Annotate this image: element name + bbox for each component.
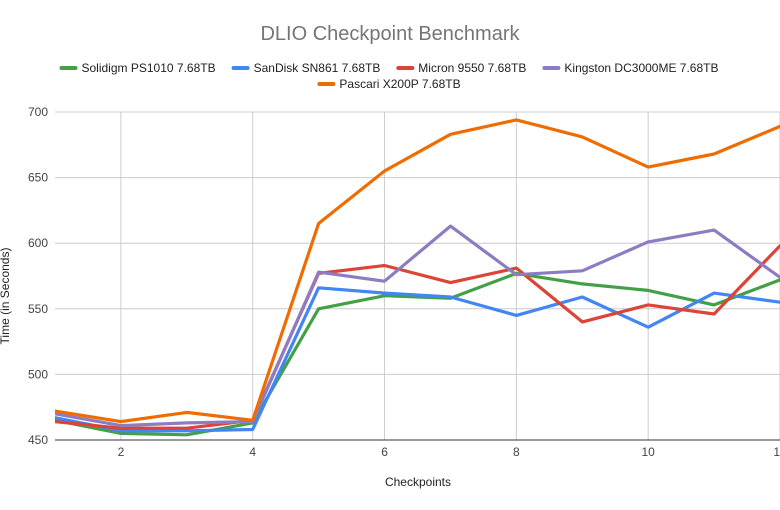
legend-item: Micron 9550 7.68TB	[396, 61, 526, 75]
y-tick-label: 500	[28, 367, 48, 381]
y-tick-label: 650	[28, 171, 48, 185]
y-tick-label: 600	[28, 236, 48, 250]
x-tick-label: 4	[249, 445, 256, 459]
x-tick-label: 12	[773, 445, 780, 459]
series-line-4	[55, 224, 780, 428]
series-lines	[55, 118, 780, 437]
x-axis-label: Checkpoints	[385, 475, 451, 489]
x-tick-label: 6	[381, 445, 388, 459]
y-tick-label: 550	[28, 302, 48, 316]
y-tick-label: 700	[28, 105, 48, 119]
series-line-1	[55, 271, 780, 437]
legend-label: Pascari X200P 7.68TB	[339, 77, 460, 91]
legend: Solidigm PS1010 7.68TB SanDisk SN861 7.68…	[59, 61, 718, 91]
x-tick-label: 8	[513, 445, 520, 459]
series-line-5	[55, 118, 780, 424]
legend-label: Kingston DC3000ME 7.68TB	[564, 61, 718, 75]
legend-item: Kingston DC3000ME 7.68TB	[542, 61, 718, 75]
x-tick-label: 2	[118, 445, 125, 459]
legend-item: SanDisk SN861 7.68TB	[231, 61, 381, 75]
chart-title: DLIO Checkpoint Benchmark	[260, 23, 520, 45]
y-axis-label: Time (in Seconds)	[0, 248, 12, 345]
series-line-2	[55, 286, 780, 433]
x-tick-label: 10	[642, 445, 656, 459]
axis-ticks: 450 500 550 600 650 700 2 4 6 8 10 12	[28, 105, 780, 459]
legend-label: Micron 9550 7.68TB	[418, 61, 526, 75]
legend-label: SanDisk SN861 7.68TB	[254, 61, 381, 75]
series-line-3	[55, 244, 780, 430]
legend-label: Solidigm PS1010 7.68TB	[82, 61, 216, 75]
legend-item: Solidigm PS1010 7.68TB	[59, 61, 216, 75]
y-tick-label: 450	[28, 433, 48, 447]
legend-item: Pascari X200P 7.68TB	[317, 77, 461, 91]
